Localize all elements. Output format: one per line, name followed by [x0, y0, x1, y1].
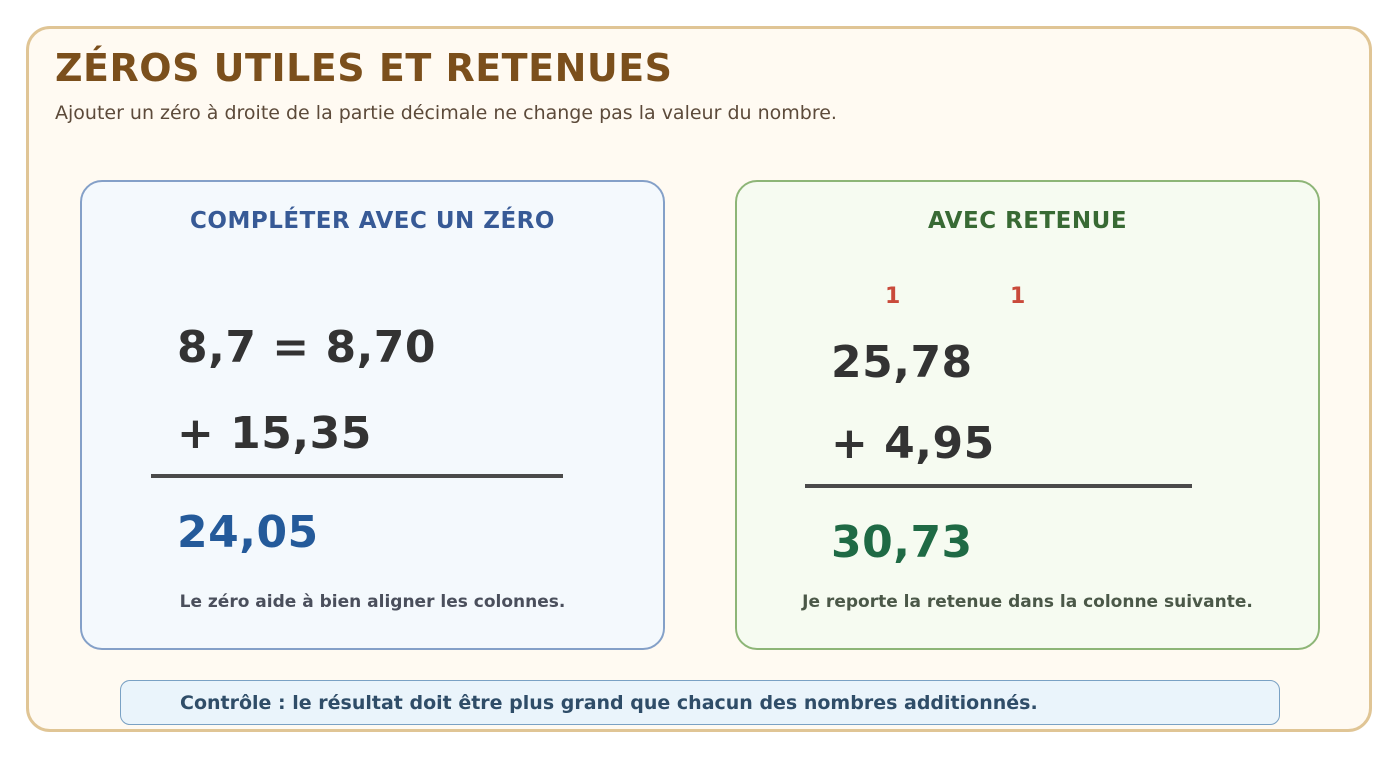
- equality-line: 8,7 = 8,70: [177, 322, 437, 373]
- sum-result: 24,05: [177, 507, 319, 558]
- page-subtitle: Ajouter un zéro à droite de la partie dé…: [55, 102, 837, 124]
- carry-digit: 1: [1010, 284, 1026, 309]
- card-note: Je reporte la retenue dans la colonne su…: [802, 592, 1253, 612]
- control-banner: Contrôle : le résultat doit être plus gr…: [120, 680, 1280, 725]
- addend-line: + 15,35: [177, 408, 372, 459]
- card-note: Le zéro aide à bien aligner les colonnes…: [179, 592, 566, 612]
- second-addend: + 4,95: [831, 418, 995, 469]
- card-with-carry: AVEC RETENUE 1 1 25,78 + 4,95 30,73 Je r…: [735, 180, 1320, 650]
- sum-rule: [151, 474, 563, 478]
- card-title: COMPLÉTER AVEC UN ZÉRO: [190, 208, 555, 234]
- first-addend: 25,78: [831, 337, 973, 388]
- card-zero-padding: COMPLÉTER AVEC UN ZÉRO 8,7 = 8,70 + 15,3…: [80, 180, 665, 650]
- sum-result: 30,73: [831, 517, 973, 568]
- page-title: ZÉROS UTILES ET RETENUES: [55, 46, 673, 90]
- sum-rule: [805, 484, 1192, 488]
- carry-digit: 1: [885, 284, 901, 309]
- card-title: AVEC RETENUE: [927, 208, 1128, 234]
- control-text: Contrôle : le résultat doit être plus gr…: [180, 692, 1038, 714]
